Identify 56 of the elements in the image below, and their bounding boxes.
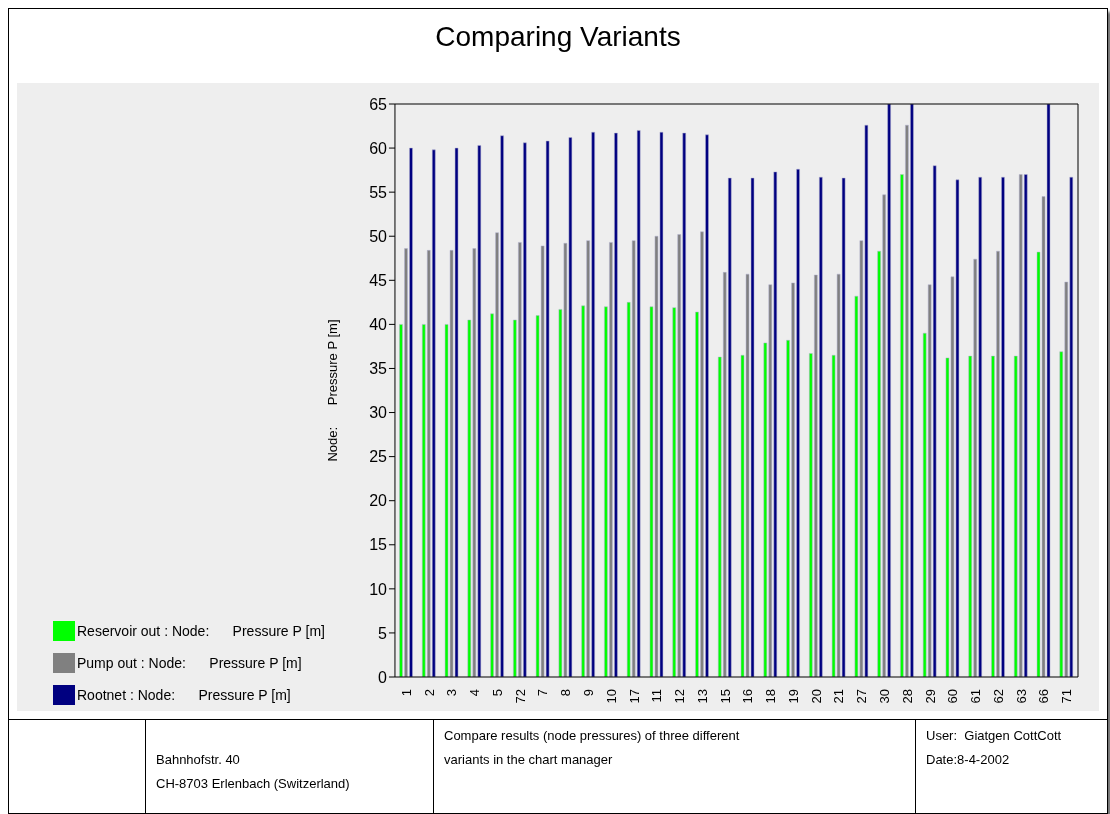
x-tick-label: 1 <box>398 689 414 697</box>
x-tick-label: 15 <box>717 689 733 704</box>
x-tick-label: 72 <box>512 689 528 704</box>
y-tick-label: 55 <box>369 183 388 201</box>
x-tick-label: 4 <box>467 689 483 697</box>
x-tick-label: 29 <box>922 689 938 704</box>
y-tick-label: 45 <box>369 271 388 289</box>
y-tick-label: 40 <box>369 316 388 334</box>
y-tick-label: 20 <box>369 492 388 510</box>
text: Bahnhofstr. 40 <box>156 751 241 769</box>
text: Date:8-4-2002 <box>926 751 1011 769</box>
x-tick-label: 3 <box>444 689 460 697</box>
text: User: Giatgen CottCott <box>926 727 1063 745</box>
x-tick-label: 16 <box>740 689 756 704</box>
legend-label: Pump out : Node: Pressure P [m] <box>77 655 302 671</box>
legend-label: Reservoir out : Node: Pressure P [m] <box>77 623 325 639</box>
chart-title: Comparing Variants <box>434 20 682 54</box>
x-tick-label: 27 <box>854 689 870 704</box>
x-tick-label: 11 <box>649 689 665 703</box>
y-tick-label: 0 <box>378 668 388 686</box>
text: CH-8703 Erlenbach (Switzerland) <box>156 775 351 793</box>
x-tick-label: 62 <box>990 689 1006 704</box>
bar <box>636 130 641 677</box>
x-tick-label: 30 <box>876 689 892 704</box>
y-tick-label: 15 <box>369 536 388 554</box>
x-tick-label: 60 <box>945 689 961 704</box>
x-tick-label: 10 <box>603 689 619 704</box>
y-axis-title: Node: Pressure P [m] <box>324 319 340 462</box>
x-tick-label: 2 <box>421 689 437 697</box>
x-tick-label: 28 <box>899 689 915 704</box>
y-tick-label: 65 <box>369 95 388 113</box>
x-tick-label: 61 <box>968 689 984 704</box>
y-tick-label: 30 <box>369 404 388 422</box>
y-tick-label: 50 <box>369 227 388 245</box>
x-tick-label: 13 <box>694 689 710 704</box>
y-tick-label: 25 <box>369 448 388 466</box>
y-tick-label: 5 <box>378 624 388 642</box>
x-tick-label: 19 <box>785 689 801 704</box>
x-tick-label: 17 <box>626 689 642 704</box>
x-tick-label: 5 <box>489 689 505 697</box>
legend-label: Rootnet : Node: Pressure P [m] <box>77 687 291 703</box>
x-tick-label: 12 <box>672 689 688 704</box>
y-tick-label: 60 <box>369 139 388 157</box>
x-tick-label: 7 <box>535 689 551 697</box>
x-tick-label: 20 <box>808 689 824 704</box>
x-tick-label: 63 <box>1013 689 1029 704</box>
x-tick-label: 18 <box>763 689 779 704</box>
y-tick-label: 35 <box>369 360 388 378</box>
text: Compare results (node pressures) of three different variants in the chart manager <box>433 720 754 813</box>
x-tick-label: 8 <box>558 689 574 697</box>
x-tick-label: 66 <box>1036 689 1052 704</box>
bar <box>932 165 937 677</box>
x-tick-label: 21 <box>831 689 847 704</box>
x-tick-label: 9 <box>580 689 596 697</box>
y-tick-label: 10 <box>369 580 388 598</box>
x-tick-label: 71 <box>1059 689 1075 704</box>
